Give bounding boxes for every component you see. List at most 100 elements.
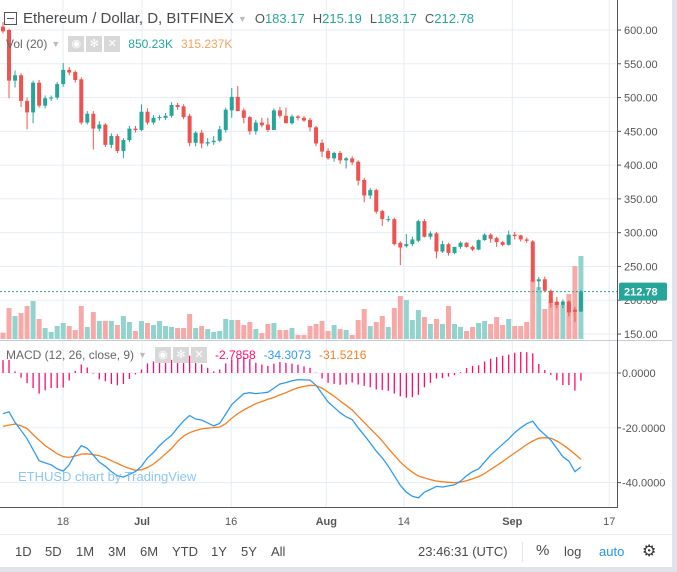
- volume-bar: [452, 323, 457, 339]
- range-5d-button[interactable]: 5D: [45, 544, 62, 559]
- volume-bar: [289, 327, 295, 339]
- watermark: ETHUSD chart by TradingView: [18, 469, 197, 484]
- candle-body: [91, 113, 96, 129]
- auto-scale-button[interactable]: auto: [599, 544, 625, 559]
- candle-body: [410, 239, 415, 245]
- range-3m-button[interactable]: 3M: [108, 544, 127, 559]
- volume-bar: [72, 330, 78, 339]
- volume-bar: [108, 321, 114, 339]
- volume-bar: [337, 329, 343, 339]
- volume-bar: [548, 301, 554, 339]
- bottom-toolbar: 1D 5D 1M 3M 6M YTD 1Y 5Y All 23:46:31 (U…: [0, 534, 672, 568]
- candle-body: [518, 235, 523, 240]
- log-scale-button[interactable]: log: [564, 544, 582, 559]
- volume-bar: [78, 306, 84, 339]
- chevron-down-icon[interactable]: ▼: [51, 39, 61, 49]
- price-axis-label: 250.00: [624, 261, 658, 273]
- macd-label[interactable]: MACD (12, 26, close, 9): [6, 348, 135, 362]
- volume-bar: [265, 323, 271, 339]
- volume-bar: [12, 315, 18, 339]
- price-axis-label: 300.00: [624, 228, 658, 240]
- volume-bar: [325, 330, 331, 339]
- clock[interactable]: 23:46:31 (UTC): [418, 544, 508, 559]
- candle-body: [404, 244, 409, 247]
- range-6m-button[interactable]: 6M: [140, 544, 159, 559]
- candle-body: [103, 124, 108, 145]
- candle-body: [416, 221, 421, 241]
- volume-bar: [241, 325, 247, 339]
- volume-bar: [397, 296, 403, 339]
- close-icon[interactable]: ✕: [104, 36, 121, 52]
- symbol-title[interactable]: Ethereum / Dollar, D, BITFINEX: [23, 10, 234, 27]
- volume-bar: [271, 322, 277, 339]
- candle-body: [440, 244, 445, 252]
- candle-body: [241, 110, 246, 118]
- candle-body: [314, 127, 319, 144]
- ohlc-high-value: 215.19: [322, 11, 362, 26]
- volume-bar: [169, 326, 175, 339]
- range-ytd-button[interactable]: YTD: [172, 544, 198, 559]
- range-1d-button[interactable]: 1D: [15, 544, 32, 559]
- macd-axis-label: 0.0000: [622, 368, 656, 380]
- candle-body: [332, 152, 337, 159]
- candle-body: [43, 98, 48, 106]
- candle-body: [578, 291, 583, 312]
- volume-bar: [512, 326, 518, 339]
- volume-bar: [506, 318, 512, 339]
- volume-label[interactable]: Vol (20): [6, 37, 48, 51]
- candle-body: [560, 301, 565, 305]
- volume-bar: [120, 315, 126, 339]
- collapse-icon[interactable]: [4, 12, 17, 25]
- candle-body: [277, 110, 282, 116]
- volume-bar: [433, 318, 439, 339]
- chevron-down-icon[interactable]: ▼: [237, 13, 247, 24]
- candle-body: [524, 239, 529, 241]
- candle-body: [61, 69, 66, 85]
- volume-bar: [199, 326, 205, 339]
- gear-icon[interactable]: ✻: [172, 347, 189, 363]
- macd-line: [2, 378, 582, 499]
- volume-bar: [66, 326, 72, 339]
- candle-body: [271, 110, 276, 130]
- volume-bar: [524, 322, 530, 339]
- chart-canvas[interactable]: 600.00 550.00 500.00 450.00 400.00 350.00 300.…: [0, 0, 672, 534]
- range-5y-button[interactable]: 5Y: [241, 544, 257, 559]
- candle-body: [494, 238, 499, 243]
- candle-body: [133, 128, 138, 130]
- price-axis-label: 550.00: [624, 59, 658, 71]
- volume-bar: [102, 321, 108, 339]
- price-axis-label: 150.00: [624, 329, 658, 341]
- volume-bar: [132, 330, 138, 339]
- range-1m-button[interactable]: 1M: [76, 544, 95, 559]
- gear-icon[interactable]: ✻: [86, 36, 103, 52]
- chevron-down-icon[interactable]: ▼: [138, 350, 147, 360]
- candle-body: [470, 246, 475, 250]
- price-axis-label: 500.00: [624, 93, 658, 105]
- candle-body: [572, 309, 577, 312]
- time-axis-label: 18: [57, 516, 69, 528]
- eye-icon[interactable]: ◉: [68, 36, 85, 52]
- range-all-button[interactable]: All: [271, 544, 286, 559]
- eye-icon[interactable]: ◉: [154, 347, 171, 363]
- candle-body: [446, 244, 451, 253]
- volume-bar: [181, 327, 187, 339]
- signal-line: [2, 384, 582, 484]
- candle-body: [127, 128, 132, 141]
- candle-body: [464, 242, 469, 247]
- ohlc-low-label: L: [369, 11, 378, 26]
- percent-scale-button[interactable]: %: [536, 542, 550, 559]
- volume-bar: [458, 326, 464, 339]
- volume-bar: [530, 280, 536, 339]
- volume-bar: [379, 315, 385, 339]
- candle-body: [73, 71, 78, 80]
- candle-body: [85, 113, 90, 123]
- macd-histogram-value: -2.7858: [214, 348, 256, 362]
- close-icon[interactable]: ✕: [190, 347, 207, 363]
- candle-body: [295, 116, 300, 118]
- candle-body: [542, 279, 547, 291]
- gear-icon[interactable]: ⚙: [642, 541, 657, 560]
- volume-bar: [349, 334, 355, 339]
- range-1y-button[interactable]: 1Y: [211, 544, 227, 559]
- candle-body: [247, 117, 252, 132]
